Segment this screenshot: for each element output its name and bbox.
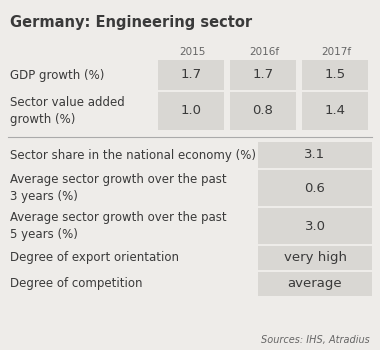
Text: 1.7: 1.7 bbox=[252, 69, 274, 82]
Text: Sources: IHS, Atradius: Sources: IHS, Atradius bbox=[261, 335, 370, 345]
Text: 3.0: 3.0 bbox=[304, 219, 326, 232]
Text: average: average bbox=[288, 278, 342, 290]
Text: Sector value added
growth (%): Sector value added growth (%) bbox=[10, 96, 125, 126]
Text: 2017f: 2017f bbox=[321, 47, 351, 57]
Bar bbox=[230, 60, 296, 90]
Text: Germany: Engineering sector: Germany: Engineering sector bbox=[10, 15, 252, 30]
Text: very high: very high bbox=[283, 252, 347, 265]
Text: 2015: 2015 bbox=[179, 47, 205, 57]
Text: 1.5: 1.5 bbox=[325, 69, 345, 82]
Bar bbox=[258, 208, 372, 244]
Text: Degree of competition: Degree of competition bbox=[10, 278, 142, 290]
Text: Sector share in the national economy (%): Sector share in the national economy (%) bbox=[10, 148, 256, 161]
Text: 0.8: 0.8 bbox=[253, 105, 274, 118]
Bar bbox=[258, 170, 372, 206]
Bar bbox=[258, 246, 372, 270]
Text: Degree of export orientation: Degree of export orientation bbox=[10, 252, 179, 265]
Text: 1.4: 1.4 bbox=[325, 105, 345, 118]
Text: Average sector growth over the past
5 years (%): Average sector growth over the past 5 ye… bbox=[10, 211, 226, 241]
Bar bbox=[158, 92, 224, 130]
Text: 1.0: 1.0 bbox=[180, 105, 201, 118]
Text: 3.1: 3.1 bbox=[304, 148, 326, 161]
Text: 0.6: 0.6 bbox=[304, 182, 325, 195]
Text: 2016f: 2016f bbox=[249, 47, 279, 57]
Bar bbox=[258, 142, 372, 168]
Text: Average sector growth over the past
3 years (%): Average sector growth over the past 3 ye… bbox=[10, 173, 226, 203]
Bar bbox=[302, 92, 368, 130]
Bar bbox=[302, 60, 368, 90]
Bar bbox=[258, 272, 372, 296]
Text: 1.7: 1.7 bbox=[180, 69, 201, 82]
Bar bbox=[230, 92, 296, 130]
Bar bbox=[158, 60, 224, 90]
Text: GDP growth (%): GDP growth (%) bbox=[10, 69, 104, 82]
